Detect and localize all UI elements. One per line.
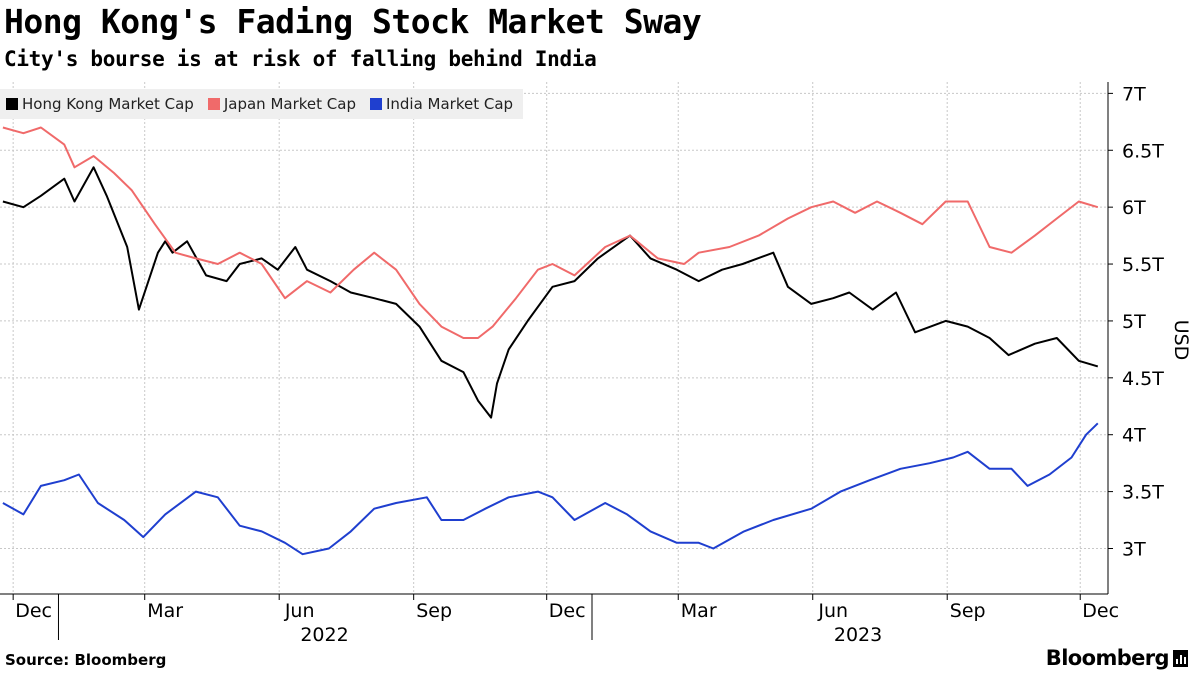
y-tick-label: 6T [1122, 197, 1146, 219]
x-tick-label: Dec [15, 600, 52, 622]
series-group [2, 126, 1099, 556]
y-tick-label: 3T [1122, 538, 1146, 560]
y-tick-label: 4.5T [1122, 368, 1164, 390]
x-tick-label: Sep [950, 600, 986, 622]
x-tick-label: Jun [284, 600, 315, 622]
x-tick-label: Mar [147, 600, 183, 622]
x-year-label: 2023 [834, 624, 882, 646]
brand-text: Bloomberg [1045, 646, 1170, 670]
bloomberg-logo: Bloomberg [1046, 646, 1188, 670]
legend-label-japan: Japan Market Cap [223, 95, 356, 113]
x-tick-label: Sep [416, 600, 452, 622]
x-tick-label: Dec [549, 600, 586, 622]
y-tick-label: 7T [1122, 83, 1146, 105]
y-tick-label: 6.5T [1122, 140, 1164, 162]
legend-swatch-japan [207, 98, 220, 110]
chart-subtitle: City's bourse is at risk of falling behi… [4, 47, 597, 71]
series-line-hong-kong [2, 166, 1099, 419]
x-tick-label: Mar [681, 600, 717, 622]
series-line-japan [2, 126, 1099, 339]
legend-label-hong-kong: Hong Kong Market Cap [22, 95, 194, 113]
legend-item-hong-kong: Hong Kong Market Cap [6, 95, 194, 113]
legend-item-japan: Japan Market Cap [207, 95, 356, 113]
y-tick-label: 5T [1122, 311, 1146, 333]
legend-swatch-hong-kong [6, 98, 18, 110]
y-tick-label: 4T [1122, 425, 1146, 447]
legend-label-india: India Market Cap [385, 95, 514, 113]
chart-title: Hong Kong's Fading Stock Market Sway [4, 2, 702, 41]
y-tick-label: 5.5T [1122, 254, 1164, 276]
source-note: Source: Bloomberg [5, 651, 167, 669]
axes: 3T 3.5T 4T 4.5T 5T 5.5T 6T 6.5T 7T Dec Mar Jun Sep De… [0, 82, 1192, 646]
legend-item-india: India Market Cap [369, 95, 514, 113]
legend: Hong Kong Market Cap Japan Market Cap In… [0, 89, 524, 119]
x-year-label: 2022 [300, 624, 348, 646]
legend-swatch-india [369, 98, 382, 110]
series-line-india [2, 422, 1099, 556]
bloomberg-mark-icon [1173, 649, 1188, 667]
y-axis-label: USD [1170, 320, 1192, 361]
x-tick-label: Dec [1082, 600, 1119, 622]
y-tick-label: 3.5T [1122, 482, 1164, 504]
x-tick-label: Jun [817, 600, 848, 622]
grid [0, 82, 1108, 594]
